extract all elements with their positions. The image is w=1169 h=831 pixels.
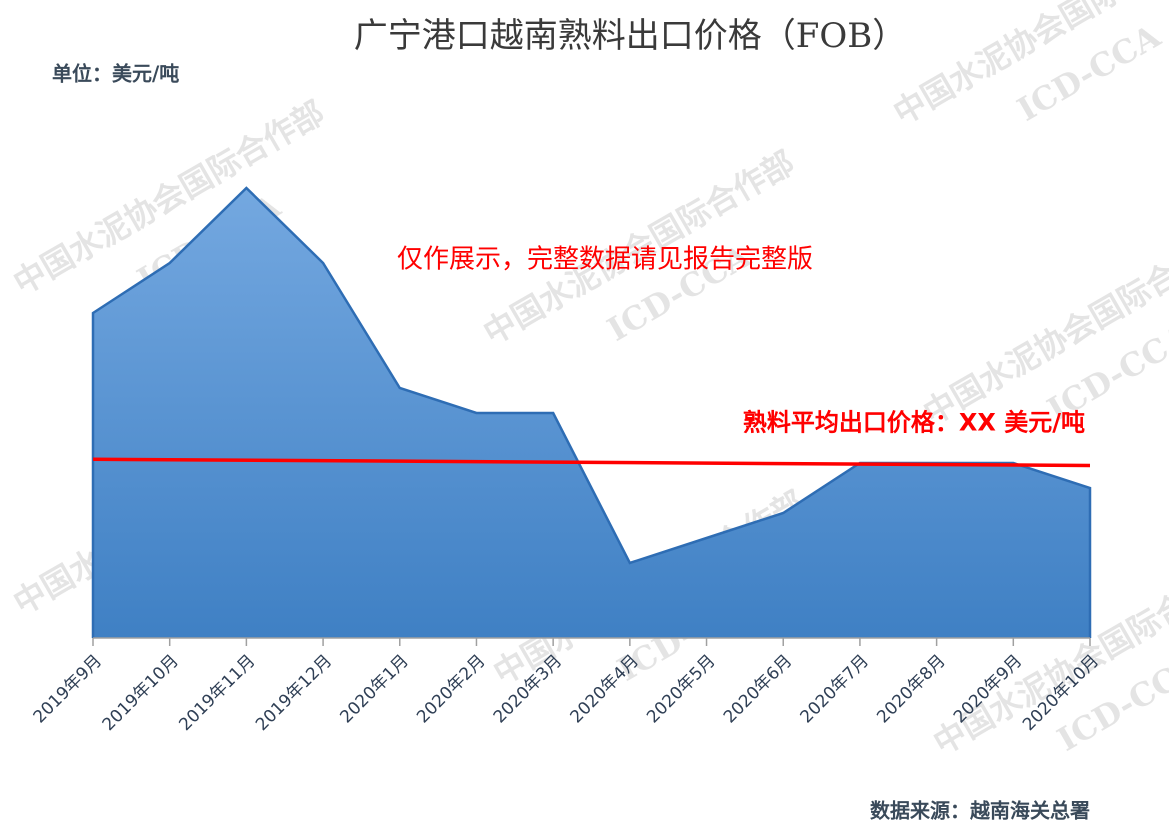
annotation: 仅作展示，完整数据请见报告完整版 xyxy=(397,245,813,275)
x-tick-label: 2020年1月 xyxy=(336,651,412,727)
source: 数据来源：越南海关总署 xyxy=(870,799,1090,823)
x-tick-label: 2019年10月 xyxy=(99,651,183,735)
x-tick-label: 2019年9月 xyxy=(30,651,106,727)
unit-label: 单位：美元/吨 xyxy=(52,62,179,86)
x-tick-label: 2019年11月 xyxy=(175,651,259,735)
reference-label: 熟料平均出口价格：XX 美元/吨 xyxy=(743,409,1085,437)
area-outline xyxy=(91,186,1092,638)
reference-line xyxy=(92,457,1091,468)
x-tick-label: 2020年8月 xyxy=(873,651,949,727)
x-tick-label: 2020年7月 xyxy=(797,651,873,727)
x-tick-label: 2020年4月 xyxy=(566,651,642,727)
x-tick-label: 2020年2月 xyxy=(413,651,489,727)
chart-title: 广宁港口越南熟料出口价格（FOB） xyxy=(354,16,906,56)
x-tick-label: 2019年12月 xyxy=(252,651,336,735)
area xyxy=(93,188,1090,638)
x-tick-label: 2020年6月 xyxy=(720,651,796,727)
